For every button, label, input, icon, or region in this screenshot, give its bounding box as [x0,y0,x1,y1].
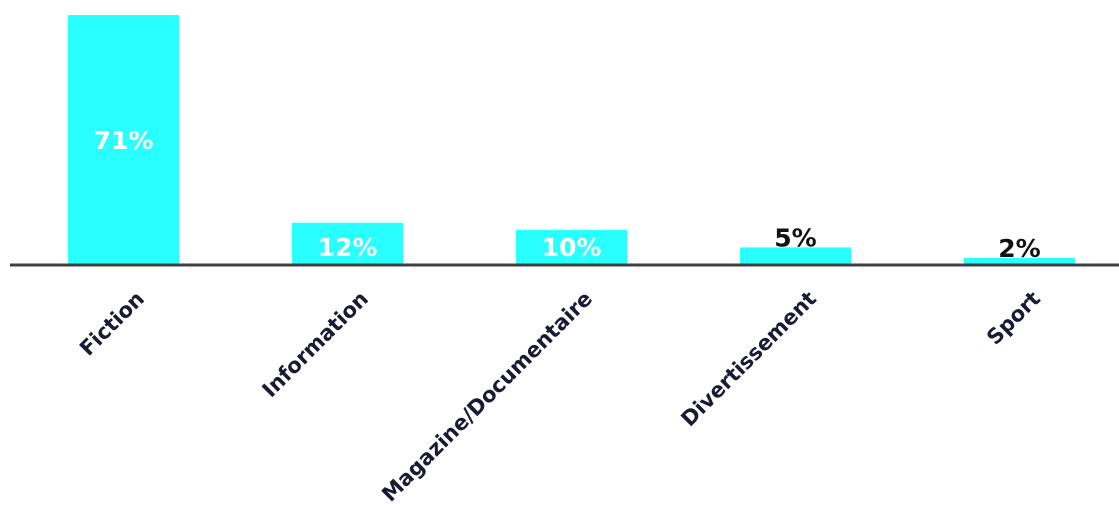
value-labels-group: 71% 12% 10% 5% 2% [94,126,1041,263]
value-label: 71% [94,126,154,155]
value-label: 10% [542,233,602,262]
bar-information [292,222,403,265]
category-label: Fiction [75,287,149,361]
category-labels-group: Fiction Information Magazine/Documentaire D… [75,287,1045,507]
category-label: Information [258,287,374,403]
value-label: 12% [318,233,378,262]
category-label: Magazine/Documentaire [377,287,597,507]
bar-sport [964,257,1075,265]
category-label: Sport [982,287,1045,350]
bar-fiction [68,15,179,265]
bar-magazine-documentaire [516,229,627,265]
bar-divertissement [740,247,851,265]
category-label: Divertissement [676,287,821,432]
value-label: 2% [998,234,1040,263]
value-label: 5% [774,223,816,252]
bars-group [68,15,1075,265]
